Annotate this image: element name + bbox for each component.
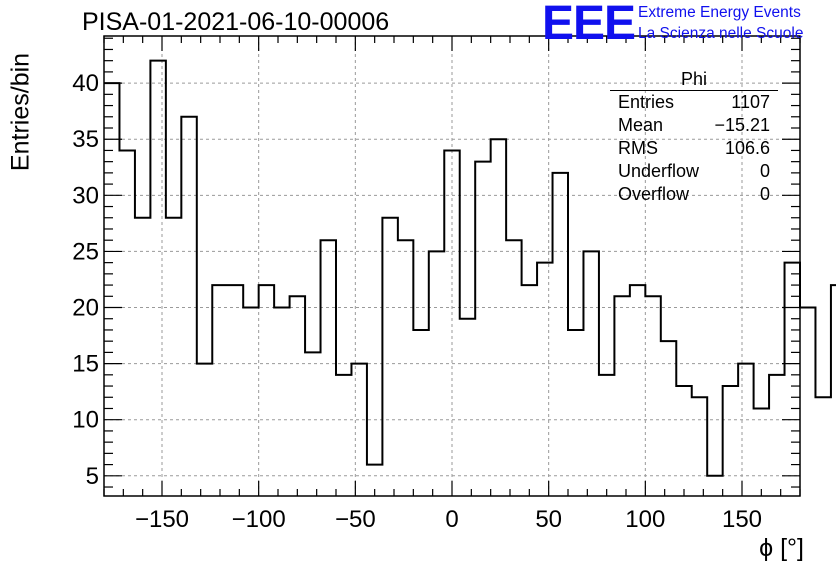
y-tick-label: 20 xyxy=(72,295,99,322)
y-axis-label-text: Entries/bin xyxy=(6,52,35,172)
stats-row-entries: Entries 1107 xyxy=(610,91,778,114)
x-tick-label: −150 xyxy=(135,506,189,533)
logo-text-line1: Extreme Energy Events xyxy=(638,4,801,21)
grid-lines xyxy=(104,36,800,496)
x-tick-label: 0 xyxy=(445,506,458,533)
stats-label: Mean xyxy=(618,115,664,135)
stats-value: 106.6 xyxy=(724,138,770,158)
y-tick-label: 15 xyxy=(72,351,99,378)
y-tick-label: 30 xyxy=(72,182,99,209)
axis-ticks xyxy=(103,36,801,496)
stats-label: Overflow xyxy=(618,184,690,204)
stats-value: 0 xyxy=(759,161,770,181)
stats-row-rms: RMS 106.6 xyxy=(610,137,778,160)
x-axis-label: ϕ [°] xyxy=(759,534,804,562)
stats-value: 0 xyxy=(759,184,770,204)
stats-label: Entries xyxy=(618,92,675,112)
y-tick-label: 35 xyxy=(72,126,99,153)
stats-label: RMS xyxy=(618,138,658,158)
tick-labels: −150 −100 −50 0 50 100 150 5 10 15 20 25 30 35 40 xyxy=(72,70,762,533)
histogram-step-line xyxy=(104,59,836,477)
y-axis-label: Entries/bin xyxy=(6,42,36,182)
stats-value: −15.21 xyxy=(714,115,770,135)
chart-title: PISA-01-2021-06-10-00006 xyxy=(82,8,390,36)
eee-logo: EEE xyxy=(542,0,636,50)
stats-box: Phi Entries 1107 Mean −15.21 RMS 106.6 Unde… xyxy=(610,68,778,206)
stats-row-underflow: Underflow 0 xyxy=(610,160,778,183)
stats-name: Phi xyxy=(610,68,778,91)
y-tick-label: 25 xyxy=(72,238,99,265)
logo-text-line2: La Scienza nelle Scuole xyxy=(638,25,804,42)
x-tick-label: 150 xyxy=(722,506,762,533)
y-tick-label: 5 xyxy=(86,463,99,490)
y-tick-label: 40 xyxy=(72,70,99,97)
stats-label: Underflow xyxy=(618,161,700,181)
x-tick-label: 100 xyxy=(625,506,665,533)
x-tick-label: 50 xyxy=(535,506,562,533)
stats-row-overflow: Overflow 0 xyxy=(610,183,778,206)
y-tick-label: 10 xyxy=(72,407,99,434)
stats-row-mean: Mean −15.21 xyxy=(610,114,778,137)
x-tick-label: −100 xyxy=(232,506,286,533)
stats-value: 1107 xyxy=(731,92,770,112)
x-tick-label: −50 xyxy=(335,506,376,533)
